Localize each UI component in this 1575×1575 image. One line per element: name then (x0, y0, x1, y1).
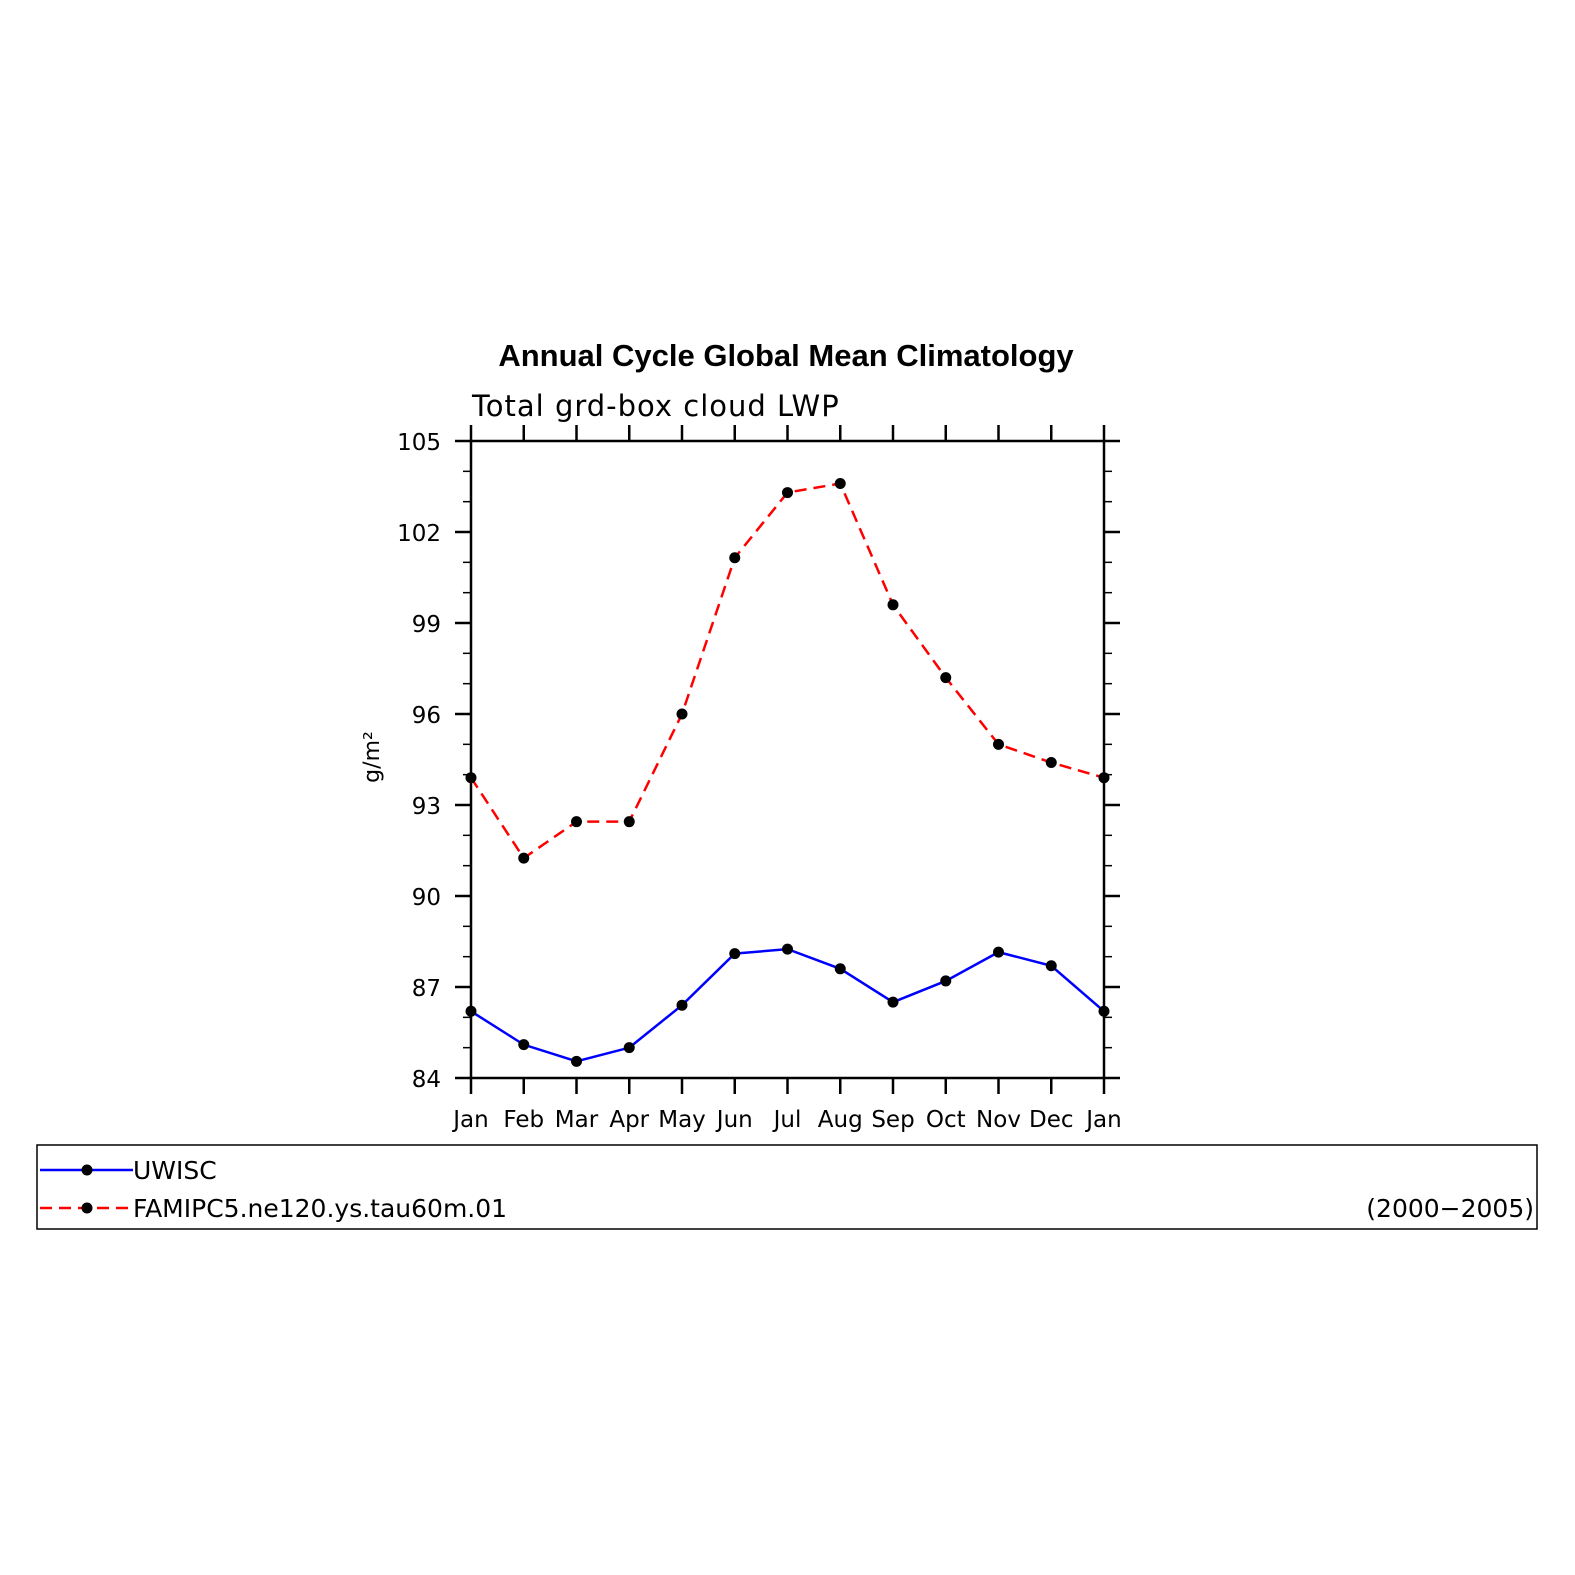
series-point (782, 487, 793, 499)
chart-subtitle: Total grd-box cloud LWP (471, 389, 840, 423)
series-point (940, 672, 952, 684)
x-tick-label: Jul (772, 1107, 802, 1133)
series-point (676, 708, 688, 720)
y-axis-label: g/m² (360, 731, 385, 783)
series-point (1045, 960, 1057, 972)
series-point (993, 946, 1004, 958)
series-point (729, 552, 741, 564)
y-tick-label: 96 (412, 703, 441, 729)
series-point (623, 816, 635, 828)
series-point (887, 599, 899, 611)
series-point (518, 1039, 530, 1051)
y-tick-label: 105 (397, 430, 441, 456)
x-tick-label: Jan (1084, 1107, 1121, 1133)
series-1 (465, 477, 1110, 864)
series-layer (465, 477, 1110, 1067)
series-point (1045, 757, 1057, 769)
x-tick-label: Aug (818, 1107, 863, 1133)
x-tick-label: May (658, 1107, 706, 1133)
x-tick-label: Feb (503, 1107, 544, 1133)
x-tick-label: Mar (555, 1107, 599, 1133)
series-point (834, 477, 846, 489)
x-tick-label: Jan (451, 1107, 488, 1133)
series-0 (465, 943, 1110, 1067)
plot-frame (469, 439, 1106, 1080)
series-point (571, 816, 582, 828)
x-tick-label: Dec (1029, 1107, 1074, 1133)
y-tick-label: 84 (412, 1067, 441, 1093)
legend-label-uwisc: UWISC (133, 1156, 217, 1185)
series-point (518, 852, 530, 864)
series-point (623, 1042, 635, 1054)
legend-marker-uwisc (81, 1164, 93, 1176)
chart-title: Annual Cycle Global Mean Climatology (498, 338, 1074, 373)
x-tick-label: Jun (715, 1107, 753, 1133)
series-point (1098, 1005, 1110, 1017)
x-tick-label: Nov (976, 1107, 1021, 1133)
series-point (465, 772, 477, 784)
legend-box (36, 1144, 1538, 1230)
y-tick-label: 87 (412, 976, 441, 1002)
legend-date-range: (2000−2005) (1366, 1194, 1534, 1223)
x-tick-label: Apr (609, 1107, 649, 1133)
y-tick-label: 93 (412, 794, 441, 820)
y-tick-label: 102 (397, 521, 441, 547)
y-tick-label: 99 (412, 612, 441, 638)
series-line (469, 482, 1105, 860)
legend-label-famipc5: FAMIPC5.ne120.ys.tau60m.01 (133, 1194, 507, 1223)
series-point (465, 1005, 477, 1017)
series-point (729, 948, 741, 960)
series-point (782, 943, 793, 955)
series-line (470, 947, 1105, 1063)
series-point (571, 1055, 582, 1067)
series-point (887, 996, 899, 1008)
x-tick-label: Oct (926, 1107, 966, 1133)
plot-area (469, 439, 1106, 1080)
x-tick-label: Sep (871, 1107, 914, 1133)
y-tick-label: 90 (412, 885, 441, 911)
series-point (993, 738, 1004, 750)
legend: UWISC FAMIPC5.ne120.ys.tau60m.01 (2000−2… (36, 1144, 1538, 1230)
series-point (940, 975, 952, 987)
axis-ticks: 105 102 99 96 93 90 87 84 Jan Feb Mar Apr May Jun Jul A… (397, 425, 1122, 1133)
legend-marker-famipc5 (81, 1202, 93, 1214)
series-point (1098, 772, 1110, 784)
series-point (834, 963, 846, 975)
series-point (676, 999, 688, 1011)
